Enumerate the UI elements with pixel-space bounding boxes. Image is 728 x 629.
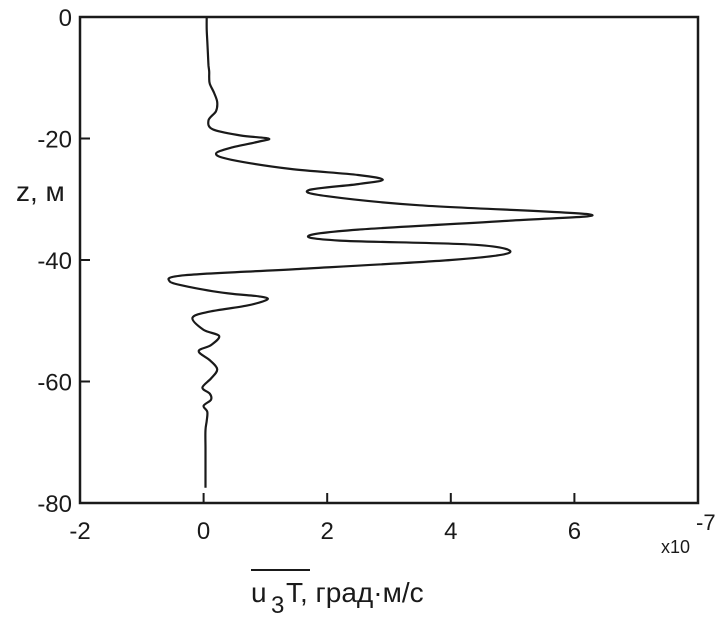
plot-frame [78, 15, 700, 505]
y-tick-label: -80 [37, 491, 72, 518]
profile-series-line [167, 16, 594, 488]
y-axis-label: z, м [16, 176, 65, 207]
x-tick-label: 6 [568, 518, 581, 545]
y-tick-label: -20 [37, 127, 72, 154]
x-tick-label: 2 [321, 518, 334, 545]
x-axis-label-rest: T, град·м/с [286, 577, 424, 608]
x-axis-multiplier: x10 -7 [661, 510, 716, 557]
x-tick-label: -2 [69, 518, 90, 545]
x-axis-label: u 3 T, град·м/с [251, 569, 424, 619]
plot-area: -2 0 2 4 6 0-20-40-60-80 [37, 5, 700, 545]
y-tick-label: -60 [37, 370, 72, 397]
x-axis-multiplier-base: x10 [661, 537, 690, 557]
y-axis-ticks: 0 -20 -40 -60 -80 [37, 5, 90, 518]
x-axis-ticks: -2 0 2 4 6 [69, 493, 581, 545]
x-axis-label-subscript: 3 [271, 592, 284, 619]
x-axis-multiplier-exponent: -7 [696, 510, 716, 535]
y-tick-label: 0 [59, 5, 72, 32]
x-axis-label-main: u [251, 577, 267, 608]
y-tick-label: -40 [37, 248, 72, 275]
x-tick-label: 4 [444, 518, 457, 545]
x-tick-label: 0 [197, 518, 210, 545]
